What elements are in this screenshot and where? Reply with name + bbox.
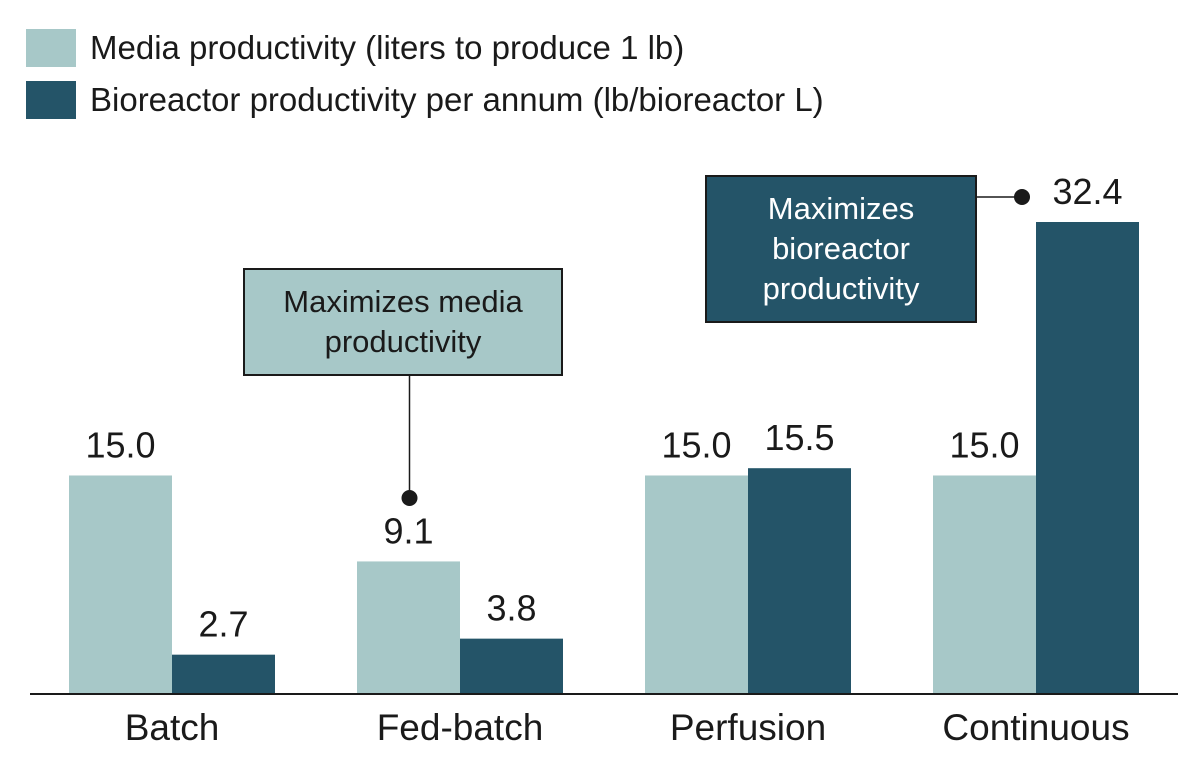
callout-bioreactor-productivity: Maximizes bioreactor productivity — [705, 175, 977, 323]
bar-media-perfusion — [645, 475, 748, 694]
callout-bioreactor-text: Maximizes bioreactor productivity — [762, 191, 920, 306]
bar-bioreactor-batch — [172, 654, 275, 694]
value-label-media-fed-batch: 9.1 — [383, 510, 433, 551]
value-label-bioreactor-batch: 2.7 — [198, 604, 248, 645]
bar-media-batch — [69, 475, 172, 694]
value-label-bioreactor-fed-batch: 3.8 — [486, 588, 536, 629]
value-label-bioreactor-continuous: 32.4 — [1052, 171, 1122, 212]
bar-bioreactor-fed-batch — [460, 638, 563, 694]
legend-swatch-bioreactor — [26, 81, 76, 119]
bar-media-fed-batch — [357, 561, 460, 694]
value-label-media-perfusion: 15.0 — [661, 424, 731, 465]
bar-bioreactor-continuous — [1036, 222, 1139, 694]
value-label-media-continuous: 15.0 — [949, 424, 1019, 465]
value-label-media-batch: 15.0 — [85, 424, 155, 465]
value-label-bioreactor-perfusion: 15.5 — [764, 417, 834, 458]
legend-label-media: Media productivity (liters to produce 1 … — [90, 29, 685, 66]
legend-item-media: Media productivity (liters to produce 1 … — [26, 22, 824, 74]
category-label-perfusion: Perfusion — [670, 707, 826, 748]
legend-swatch-media — [26, 29, 76, 67]
bar-bioreactor-perfusion — [748, 468, 851, 694]
category-label-batch: Batch — [125, 707, 220, 748]
bar-media-continuous — [933, 475, 1036, 694]
legend: Media productivity (liters to produce 1 … — [26, 22, 824, 126]
category-label-fed-batch: Fed-batch — [377, 707, 544, 748]
callout-bioreactor-dot — [1014, 189, 1030, 205]
category-label-continuous: Continuous — [942, 707, 1129, 748]
legend-item-bioreactor: Bioreactor productivity per annum (lb/bi… — [26, 74, 824, 126]
callout-media-productivity: Maximizes media productivity — [243, 268, 563, 376]
callout-media-dot — [401, 490, 418, 506]
legend-label-bioreactor: Bioreactor productivity per annum (lb/bi… — [90, 81, 824, 118]
callout-media-text: Maximizes media productivity — [283, 284, 523, 359]
